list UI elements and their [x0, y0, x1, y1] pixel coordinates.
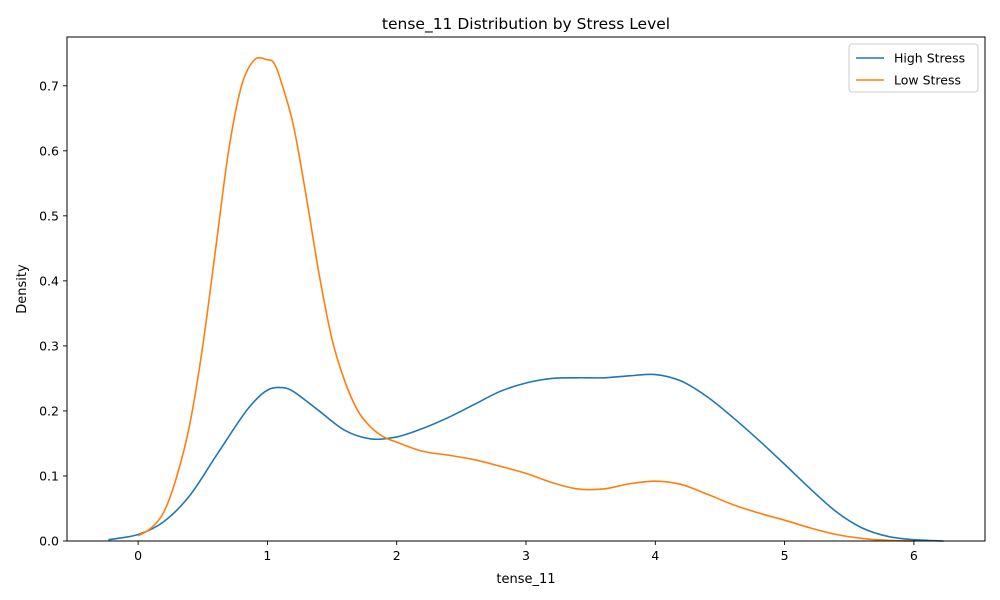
series-line-high-stress — [108, 373, 944, 542]
x-tick-label: 2 — [393, 548, 401, 563]
series-line-low-stress — [137, 56, 914, 542]
plot-area — [108, 56, 944, 542]
x-tick-label: 3 — [522, 548, 530, 563]
y-tick-label: 0.6 — [39, 143, 59, 158]
x-tick-label: 4 — [651, 548, 659, 563]
y-tick-label: 0.3 — [39, 338, 59, 353]
y-tick-label: 0.7 — [39, 78, 59, 93]
x-tick-label: 6 — [910, 548, 918, 563]
y-tick-label: 0.5 — [39, 208, 59, 223]
chart-title: tense_11 Distribution by Stress Level — [382, 15, 670, 34]
y-tick-label: 0.1 — [39, 468, 59, 483]
x-axis: 0 1 2 3 4 5 6 — [134, 541, 918, 563]
x-tick-label: 5 — [781, 548, 789, 563]
x-axis-label: tense_11 — [496, 572, 555, 587]
y-tick-label: 0.4 — [39, 273, 59, 288]
legend-label-low-stress: Low Stress — [894, 73, 961, 88]
y-axis: 0.0 0.1 0.2 0.3 0.4 0.5 0.6 0.7 — [39, 78, 67, 549]
x-tick-label: 0 — [134, 548, 142, 563]
legend-label-high-stress: High Stress — [894, 51, 965, 66]
y-axis-label: Density — [15, 264, 30, 314]
legend: High Stress Low Stress — [848, 43, 979, 93]
y-tick-label: 0.2 — [39, 403, 59, 418]
x-tick-label: 1 — [263, 548, 271, 563]
y-tick-label: 0.0 — [39, 534, 59, 549]
